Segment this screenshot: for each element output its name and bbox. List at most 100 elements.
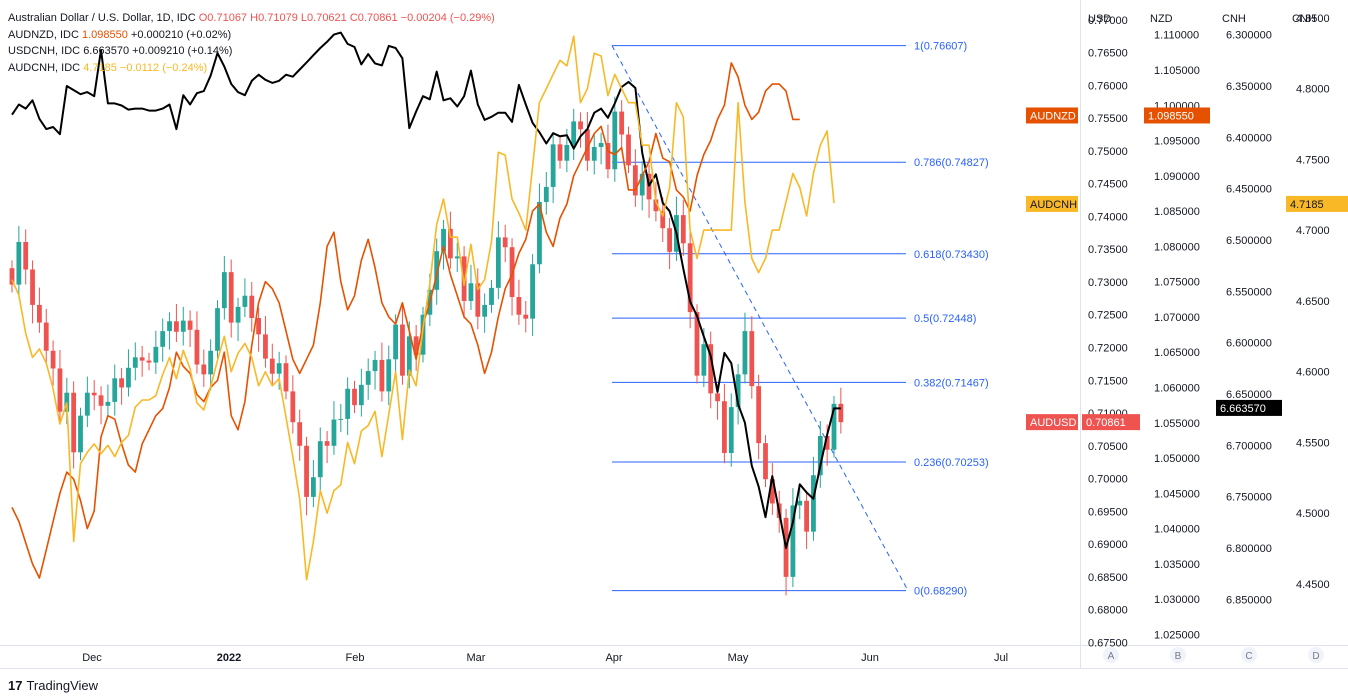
axis-a-tick: 0.73500 <box>1088 244 1128 256</box>
axis-c-tick: 6.700000 <box>1226 440 1272 452</box>
x-tick-label: Dec <box>82 652 102 664</box>
candle <box>160 318 166 362</box>
candle-body <box>215 308 220 351</box>
candle <box>153 330 159 374</box>
axis-c-tick: 6.600000 <box>1226 338 1272 350</box>
candle <box>194 311 200 374</box>
price-badge-audcnh: AUDCNH 4.7185 <box>1026 195 1348 212</box>
candle <box>187 310 193 348</box>
candle-body <box>406 336 412 376</box>
axis-d-tick: 4.4500 <box>1296 579 1330 591</box>
candle-body <box>194 329 200 365</box>
candle-body <box>43 322 49 351</box>
legend-close: C0.70861 <box>349 12 398 24</box>
candle <box>790 488 796 588</box>
candle-body <box>790 505 796 577</box>
candle-body <box>146 360 152 363</box>
dashed-trend-line[interactable] <box>611 45 909 591</box>
candle-body <box>489 287 494 305</box>
candle-body <box>708 344 714 394</box>
candle-body <box>735 374 741 408</box>
candle-body <box>420 314 426 355</box>
trend-line[interactable] <box>611 45 909 591</box>
axis-b-scale-button[interactable] <box>1170 647 1186 663</box>
tradingview-logo[interactable]: 17 TradingView <box>8 678 98 693</box>
time-axis[interactable]: Dec 2022 Feb Mar Apr May Jun Jul <box>82 652 1008 664</box>
candle <box>537 183 542 274</box>
candle <box>591 133 597 175</box>
candle <box>441 219 446 270</box>
candle <box>84 376 90 428</box>
candle-body <box>201 364 207 375</box>
axis-c-tick: 6.750000 <box>1226 492 1272 504</box>
candle-body <box>817 435 823 476</box>
legend-open: O0.71067 <box>198 12 248 24</box>
axis-d-scale-button[interactable] <box>1308 647 1324 663</box>
fibonacci-retracement[interactable]: 1(0.76607) 0.786(0.74827) 0.618(0.73430) 0.… <box>612 41 989 598</box>
axis-a-tick: 0.77000 <box>1088 15 1128 27</box>
legend-row-change: +0.009210 (+0.14%) <box>132 45 233 57</box>
candle-body <box>756 386 762 444</box>
candle <box>235 297 241 342</box>
badge-value-box <box>1286 195 1348 212</box>
candle <box>71 381 77 469</box>
axis-a-id: A <box>1108 651 1115 662</box>
legend-low: L0.70621 <box>300 12 347 24</box>
candle-body <box>639 173 645 196</box>
candle <box>345 377 351 436</box>
candle <box>37 287 42 333</box>
candle-body <box>722 401 727 453</box>
axis-c-tick: 6.550000 <box>1226 286 1272 298</box>
candle-body <box>57 368 63 412</box>
candle <box>632 149 638 207</box>
badge-value: 4.7185 <box>1290 199 1324 211</box>
candle <box>146 352 152 371</box>
candle <box>619 100 625 151</box>
candle <box>352 380 357 414</box>
candle <box>9 260 15 293</box>
axis-b-tick: 1.035000 <box>1154 559 1200 571</box>
candle-body <box>91 392 97 396</box>
candle <box>728 393 734 467</box>
badge-series-label: AUDCNH <box>1030 199 1077 211</box>
badge-value: 1.098550 <box>1148 110 1194 122</box>
candle-body <box>646 173 652 200</box>
axis-d-tick: 4.5000 <box>1296 508 1330 520</box>
candle <box>167 312 172 350</box>
candle-body <box>221 272 227 309</box>
axis-a-tick: 0.73000 <box>1088 277 1128 289</box>
axis-b-tick: 1.110000 <box>1154 30 1199 42</box>
x-tick-label: Feb <box>346 652 365 664</box>
badge-value: 0.70861 <box>1086 417 1126 429</box>
fib-level-label: 0.236(0.70253) <box>914 457 989 469</box>
axis-b-tick: 1.105000 <box>1154 65 1200 77</box>
candle-body <box>338 418 344 420</box>
candle-body <box>585 129 590 161</box>
axis-separators <box>0 0 1348 669</box>
candle <box>221 256 227 320</box>
candle-body <box>694 312 700 376</box>
axis-a-tick: 0.72000 <box>1088 342 1128 354</box>
candle-body <box>187 320 193 330</box>
axis-a-scale-button[interactable] <box>1103 647 1119 663</box>
axis-c-scale-button[interactable] <box>1241 647 1257 663</box>
legend-row-change: +0.000210 (+0.02%) <box>130 28 232 41</box>
badge-value-box <box>1082 414 1140 431</box>
candle <box>420 306 426 363</box>
candle-body <box>667 228 672 252</box>
candle-body <box>263 334 268 359</box>
candle-body <box>9 268 15 285</box>
legend-change: −0.00204 (−0.29%) <box>400 12 495 24</box>
candle <box>57 349 63 421</box>
candle-body <box>701 344 707 376</box>
axis-c-tick: 6.800000 <box>1226 543 1272 555</box>
candle <box>139 345 145 377</box>
candle <box>763 435 768 488</box>
candle-body <box>591 146 597 161</box>
candle <box>612 96 618 182</box>
candle-body <box>831 403 837 450</box>
candle-body <box>365 371 371 385</box>
axis-a-tick: 0.74000 <box>1088 211 1128 223</box>
